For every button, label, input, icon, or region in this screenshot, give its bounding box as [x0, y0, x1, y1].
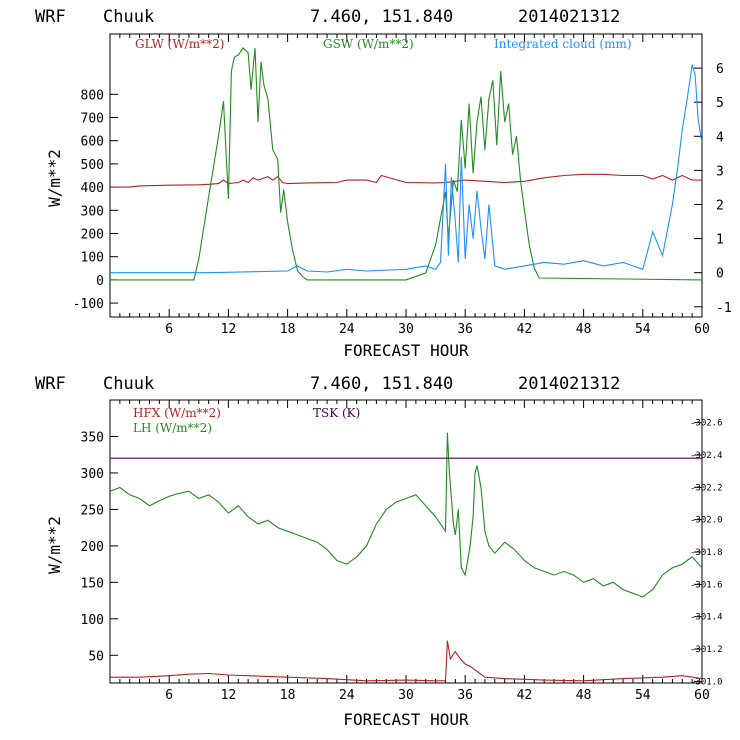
y-tick-label: 300: [81, 467, 104, 482]
x-tick-label: 6: [165, 688, 173, 703]
x-tick-label: 60: [694, 688, 710, 703]
y2-tick-label: -302.2: [690, 483, 723, 493]
x-tick-label: 48: [576, 688, 592, 703]
y-tick-label: 400: [81, 181, 104, 196]
plot-frame: [109, 399, 703, 684]
y2-tick-label: -1: [716, 301, 732, 316]
y-tick-label: 100: [81, 613, 104, 628]
x-tick-label: 24: [339, 322, 355, 337]
y-tick-label: -100: [73, 297, 104, 312]
y2-tick-label: -302.0: [690, 516, 723, 526]
y2-tick-label: -302.4: [690, 451, 723, 461]
y-tick-label: 200: [81, 227, 104, 242]
legend-hfx: HFX (W/m**2): [133, 406, 221, 420]
x-tick-label: 30: [398, 688, 414, 703]
legend-integrated: Integrated cloud (mm): [494, 37, 632, 51]
y-tick-label: 500: [81, 158, 104, 173]
y2-tick-label: -302.6: [690, 419, 723, 429]
x-tick-label: 18: [280, 322, 296, 337]
x-tick-label: 6: [165, 322, 173, 337]
y2-tick-label: 1: [716, 233, 724, 248]
y-tick-label: 600: [81, 135, 104, 150]
header-coords: 7.460, 151.840: [310, 7, 453, 27]
legend-lh: LH (W/m**2): [133, 421, 212, 435]
x-tick-label: 12: [221, 688, 237, 703]
y-tick-label: 300: [81, 204, 104, 219]
header-run: 2014021312: [518, 7, 620, 27]
y2-tick-label: -301.2: [690, 645, 723, 655]
y2-tick-label: 4: [716, 130, 724, 145]
y2-tick-label: -301.6: [690, 580, 723, 590]
header-coords: 7.460, 151.840: [310, 374, 453, 394]
x-tick-label: 54: [635, 322, 651, 337]
y-tick-label: 350: [81, 430, 104, 445]
x-tick-label: 18: [280, 688, 296, 703]
y2-tick-label: -301.4: [690, 613, 723, 623]
y-tick-label: 100: [81, 251, 104, 266]
x-tick-label: 36: [457, 688, 473, 703]
series-hfx: [110, 640, 702, 682]
y-tick-label: 250: [81, 503, 104, 518]
header-station: Chuuk: [103, 374, 154, 394]
y-tick-label: 150: [81, 576, 104, 591]
legend-glw: GLW (W/m**2): [135, 37, 224, 51]
y2-tick-label: 0: [716, 267, 724, 282]
x-tick-label: 36: [457, 322, 473, 337]
x-tick-label: 30: [398, 322, 414, 337]
x-tick-label: 42: [517, 688, 533, 703]
header-model: WRF: [35, 7, 66, 27]
x-tick-label: 54: [635, 688, 651, 703]
y2-tick-label: -301.8: [690, 548, 723, 558]
y-tick-label: 700: [81, 112, 104, 127]
y-tick-label: 800: [81, 88, 104, 103]
y2-tick-label: -301.0: [690, 677, 723, 687]
series-glw: [110, 173, 702, 188]
y-axis-label: W/m**2: [45, 149, 64, 207]
x-tick-label: 24: [339, 688, 355, 703]
header-station: Chuuk: [103, 7, 154, 27]
y-tick-label: 0: [96, 274, 104, 289]
x-tick-label: 60: [694, 322, 710, 337]
y2-tick-label: 6: [716, 62, 724, 77]
y2-tick-label: 5: [716, 96, 724, 111]
series-integrated-cloud: [110, 64, 702, 274]
x-tick-label: 42: [517, 322, 533, 337]
x-tick-label: 12: [221, 322, 237, 337]
legend-gsw: GSW (W/m**2): [323, 37, 414, 51]
header-run: 2014021312: [518, 374, 620, 394]
series-lh: [110, 432, 702, 598]
y-tick-label: 50: [88, 649, 104, 664]
plot-frame: [109, 33, 703, 318]
legend-tsk: TSK (K): [313, 406, 360, 420]
y2-tick-label: 3: [716, 164, 724, 179]
y2-tick-label: 2: [716, 198, 724, 213]
y-tick-label: 200: [81, 540, 104, 555]
bottom-panel-flux-chart: WRF Chuuk 7.460, 151.840 2014021312 6 12 18 24 3…: [35, 374, 723, 729]
series-gsw: [110, 47, 702, 281]
x-axis-label: FORECAST HOUR: [343, 710, 469, 729]
y-axis-label: W/m**2: [45, 516, 64, 574]
header-model: WRF: [35, 374, 66, 394]
x-axis-label: FORECAST HOUR: [343, 341, 469, 360]
x-tick-label: 48: [576, 322, 592, 337]
